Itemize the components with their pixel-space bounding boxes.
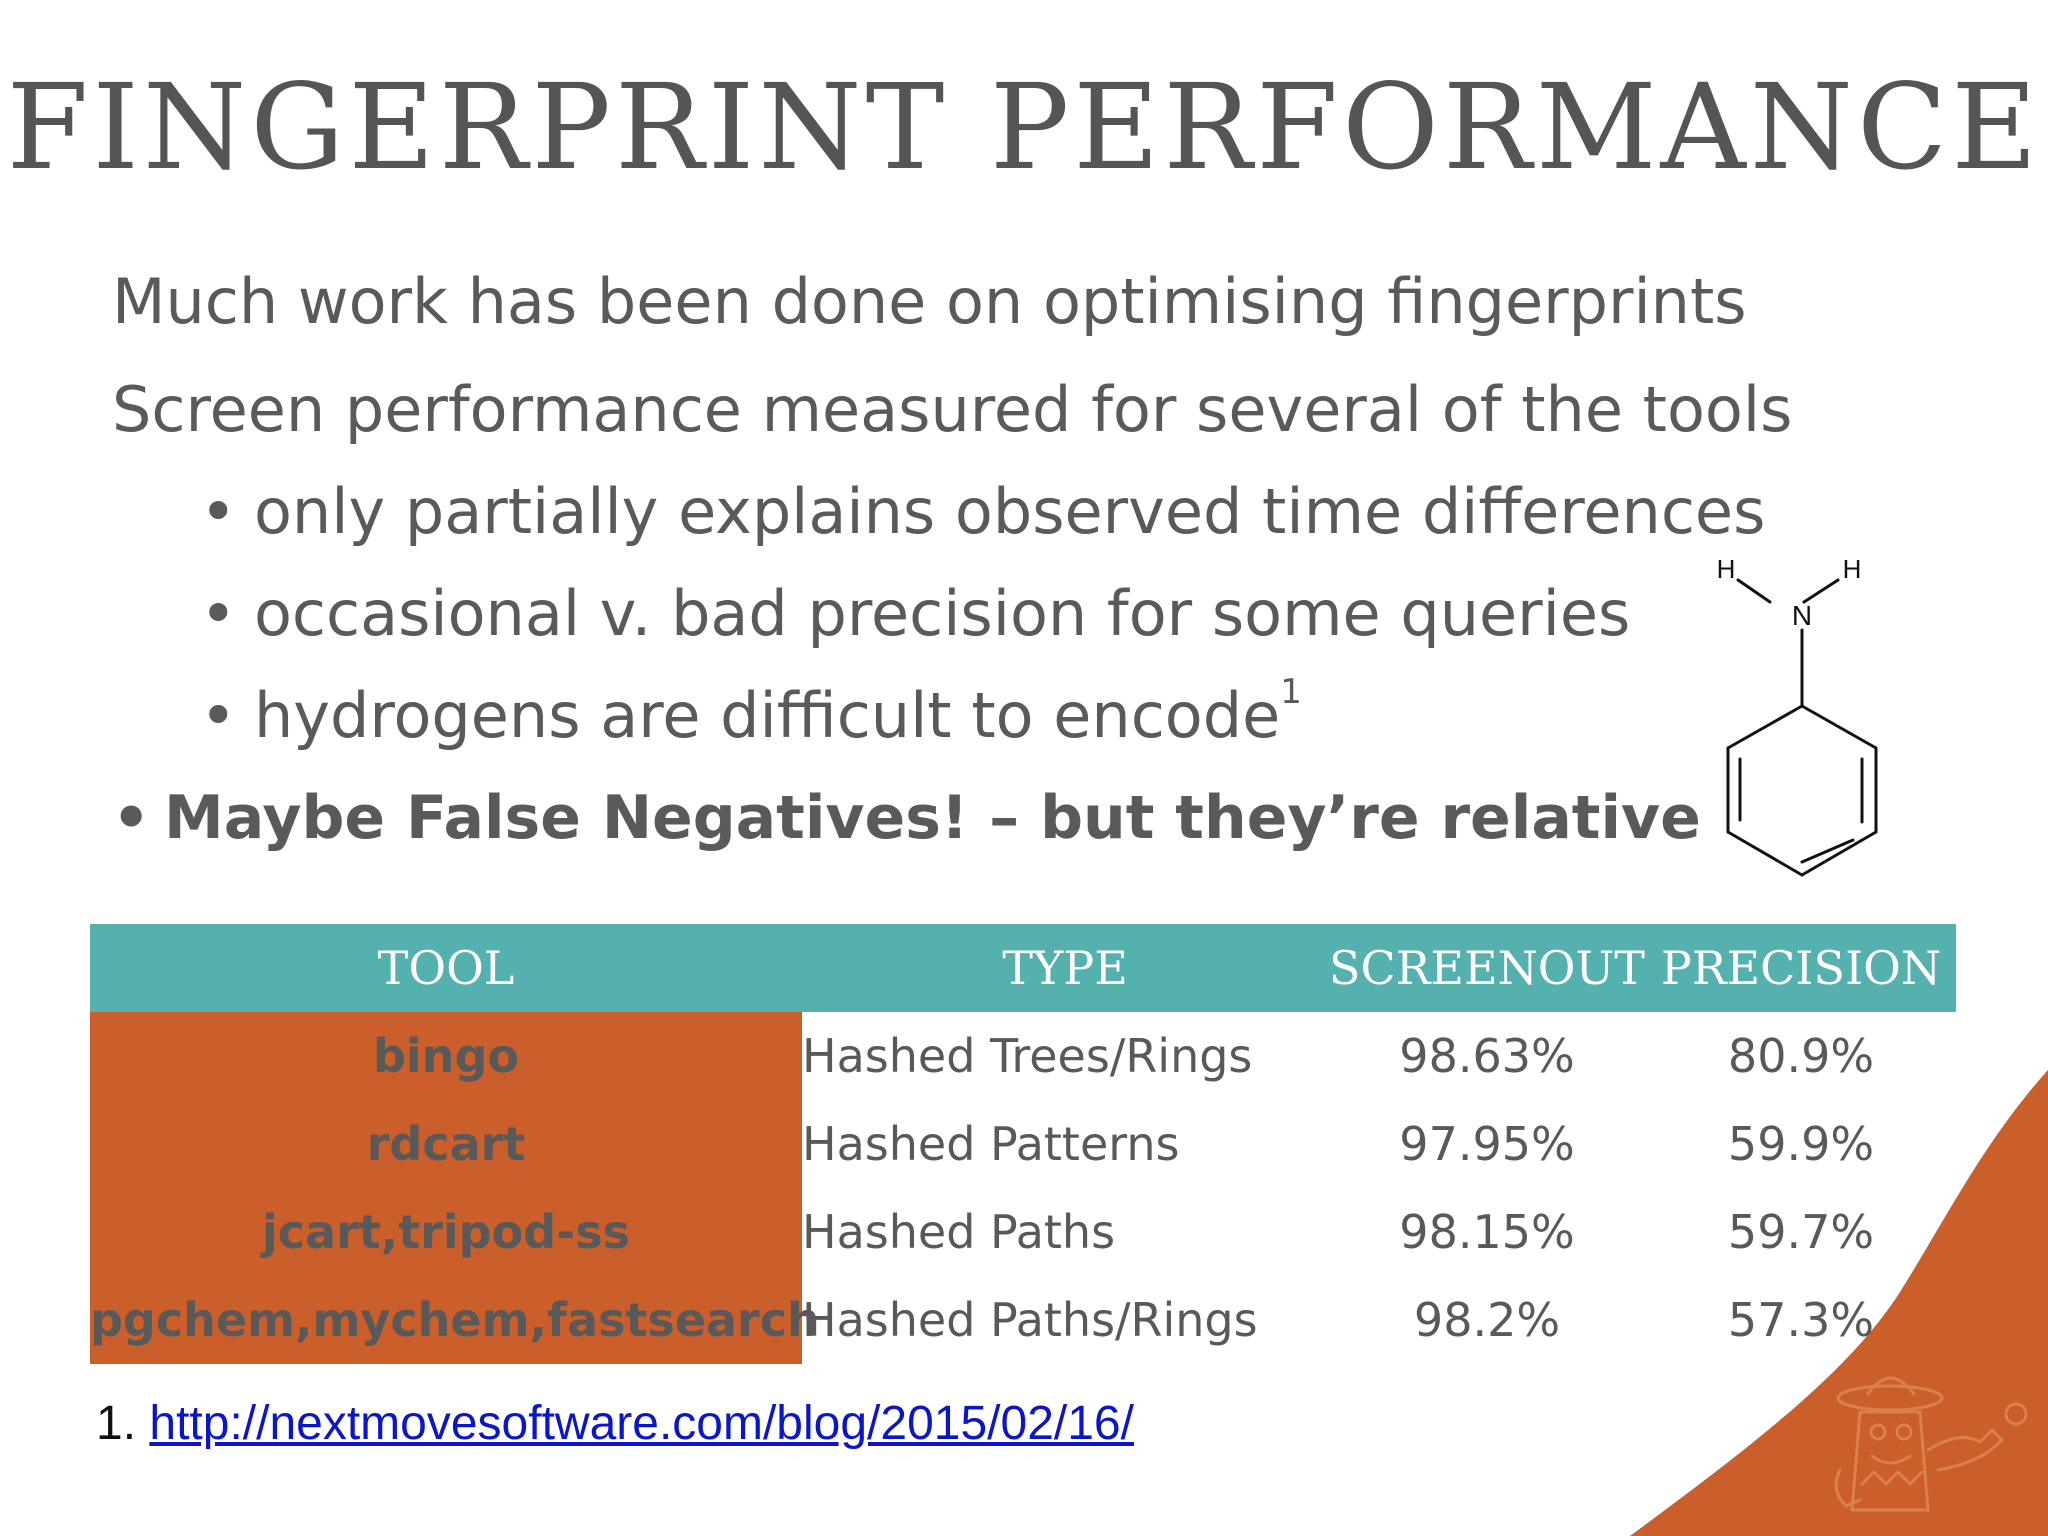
tool-cell: pgchem,mychem,fastsearch — [90, 1276, 820, 1364]
type-cell: Hashed Patterns — [802, 1117, 1180, 1171]
precision-cell: 59.7% — [1727, 1205, 1875, 1259]
bullet-glyph: • — [200, 475, 237, 548]
type-cell: Hashed Paths/Rings — [802, 1293, 1258, 1347]
footnote-marker: 1 — [1280, 672, 1302, 712]
precision-cell: 57.3% — [1727, 1293, 1875, 1347]
bullet-glyph: • — [200, 679, 237, 752]
type-cell: Hashed Trees/Rings — [802, 1029, 1253, 1083]
type-cell: Hashed Paths — [802, 1205, 1116, 1259]
atom-label-h-right: H — [1843, 554, 1862, 584]
aniline-structure-diagram: H H N — [1717, 554, 1878, 877]
footnote: 1. http://nextmovesoftware.com/blog/2015… — [96, 1396, 1134, 1451]
bullet-item-text: occasional v. bad precision for some que… — [254, 577, 1631, 650]
footnote-number: 1. — [96, 1397, 137, 1450]
bullet-glyph: • — [112, 783, 151, 853]
column-header-tool: TOOL — [90, 924, 802, 1012]
precision-cell: 80.9% — [1727, 1029, 1875, 1083]
screenout-cell: 98.2% — [1413, 1293, 1561, 1347]
bullet-item-bold: • Maybe False Negatives! – but they’re re… — [112, 778, 1701, 858]
cowboy-mascot-logo — [1834, 1376, 2028, 1512]
table-row: pgchem,mychem,fastsearch Hashed Paths/Ri… — [90, 1276, 1956, 1364]
screenout-cell: 97.95% — [1399, 1117, 1575, 1171]
table-row: rdcart Hashed Patterns 97.95% 59.9% — [90, 1100, 1956, 1188]
column-header-screenout: SCREENOUT — [1328, 924, 1646, 1012]
screenout-cell: 98.15% — [1399, 1205, 1575, 1259]
bullet-item-text: hydrogens are difficult to encode — [254, 679, 1281, 752]
tool-cell: bingo — [90, 1012, 802, 1100]
table-header-row: TOOL TYPE SCREENOUT PRECISION — [90, 924, 1956, 1012]
column-header-type: TYPE — [802, 924, 1328, 1012]
bullet-item-1: • only partially explains observed time d… — [200, 472, 1765, 552]
table-row: bingo Hashed Trees/Rings 98.63% 80.9% — [90, 1012, 1956, 1100]
tool-cell: jcart,tripod-ss — [90, 1188, 802, 1276]
atom-label-h-left: H — [1717, 554, 1736, 584]
bullet-item-text: only partially explains observed time di… — [254, 475, 1766, 548]
atom-label-n: N — [1792, 600, 1812, 631]
slide-title: FINGERPRINT PERFORMANCE — [6, 58, 2042, 196]
bullet-glyph: • — [200, 577, 237, 650]
bullet-item-2: • occasional v. bad precision for some qu… — [200, 574, 1630, 654]
table-row: jcart,tripod-ss Hashed Paths 98.15% 59.7… — [90, 1188, 1956, 1276]
fingerprint-performance-table: TOOL TYPE SCREENOUT PRECISION bingo Hash… — [90, 924, 1956, 1364]
bullet-item-3: • hydrogens are difficult to encode1 — [200, 672, 1302, 756]
precision-cell: 59.9% — [1727, 1117, 1875, 1171]
footnote-link[interactable]: http://nextmovesoftware.com/blog/2015/02… — [149, 1397, 1134, 1450]
text-line-1: Much work has been done on optimising fi… — [112, 265, 1747, 338]
column-header-precision: PRECISION — [1646, 924, 1956, 1012]
tool-cell: rdcart — [90, 1100, 802, 1188]
text-line-2: Screen performance measured for several … — [112, 373, 1793, 446]
bullet-item-text: Maybe False Negatives! – but they’re rel… — [164, 783, 1701, 853]
screenout-cell: 98.63% — [1399, 1029, 1575, 1083]
